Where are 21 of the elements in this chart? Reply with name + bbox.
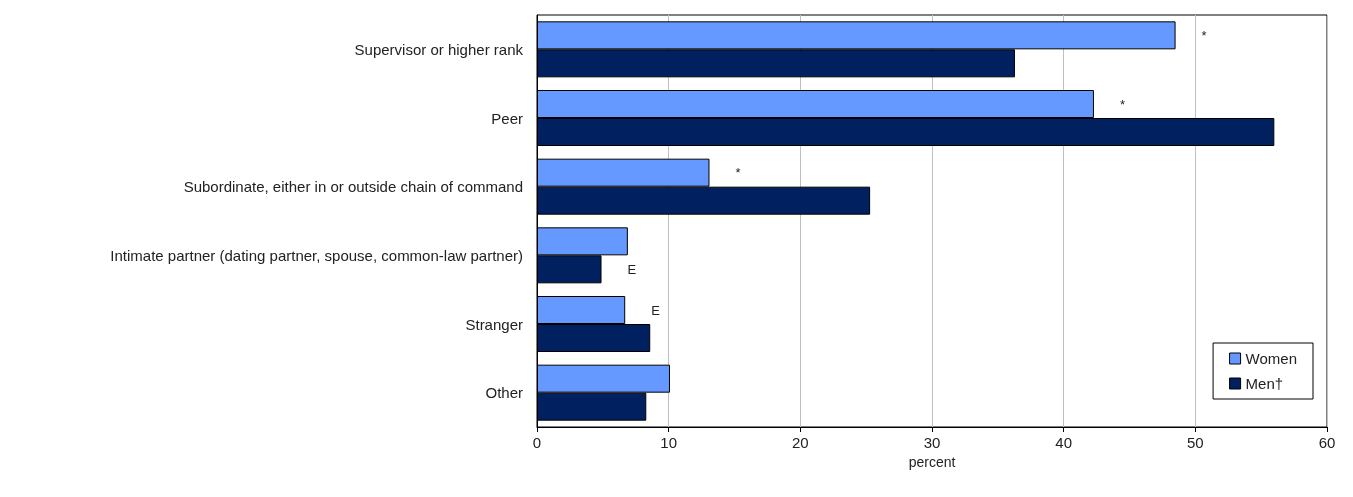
x-tick-label: 0	[532, 434, 542, 451]
x-tick-label: 40	[1055, 434, 1073, 451]
legend-label: Men†	[1245, 375, 1284, 392]
y-tick-label: Peer	[491, 109, 523, 127]
x-tick-label: 10	[660, 434, 678, 451]
legend-label: Women	[1245, 350, 1298, 367]
y-tick-label: Intimate partner (dating partner, spouse, common-law partner)	[110, 246, 523, 264]
data-label: *	[1119, 96, 1126, 112]
y-tick-label: Stranger	[465, 315, 523, 333]
data-label: E	[627, 261, 637, 277]
data-label: E	[651, 302, 661, 318]
y-tick-label: Subordinate, either in or outside chain of command	[183, 178, 523, 196]
x-tick-label: 50	[1186, 434, 1204, 451]
x-tick-label: 60	[1318, 434, 1336, 451]
y-tick-label: Other	[485, 384, 523, 402]
data-label: *	[735, 165, 741, 181]
x-tick-label: 30	[923, 434, 941, 451]
data-label: *	[1201, 27, 1207, 43]
x-tick-label: 20	[791, 434, 809, 451]
x-axis-title: percent	[908, 453, 956, 470]
y-tick-label: Supervisor or higher rank	[354, 40, 524, 58]
